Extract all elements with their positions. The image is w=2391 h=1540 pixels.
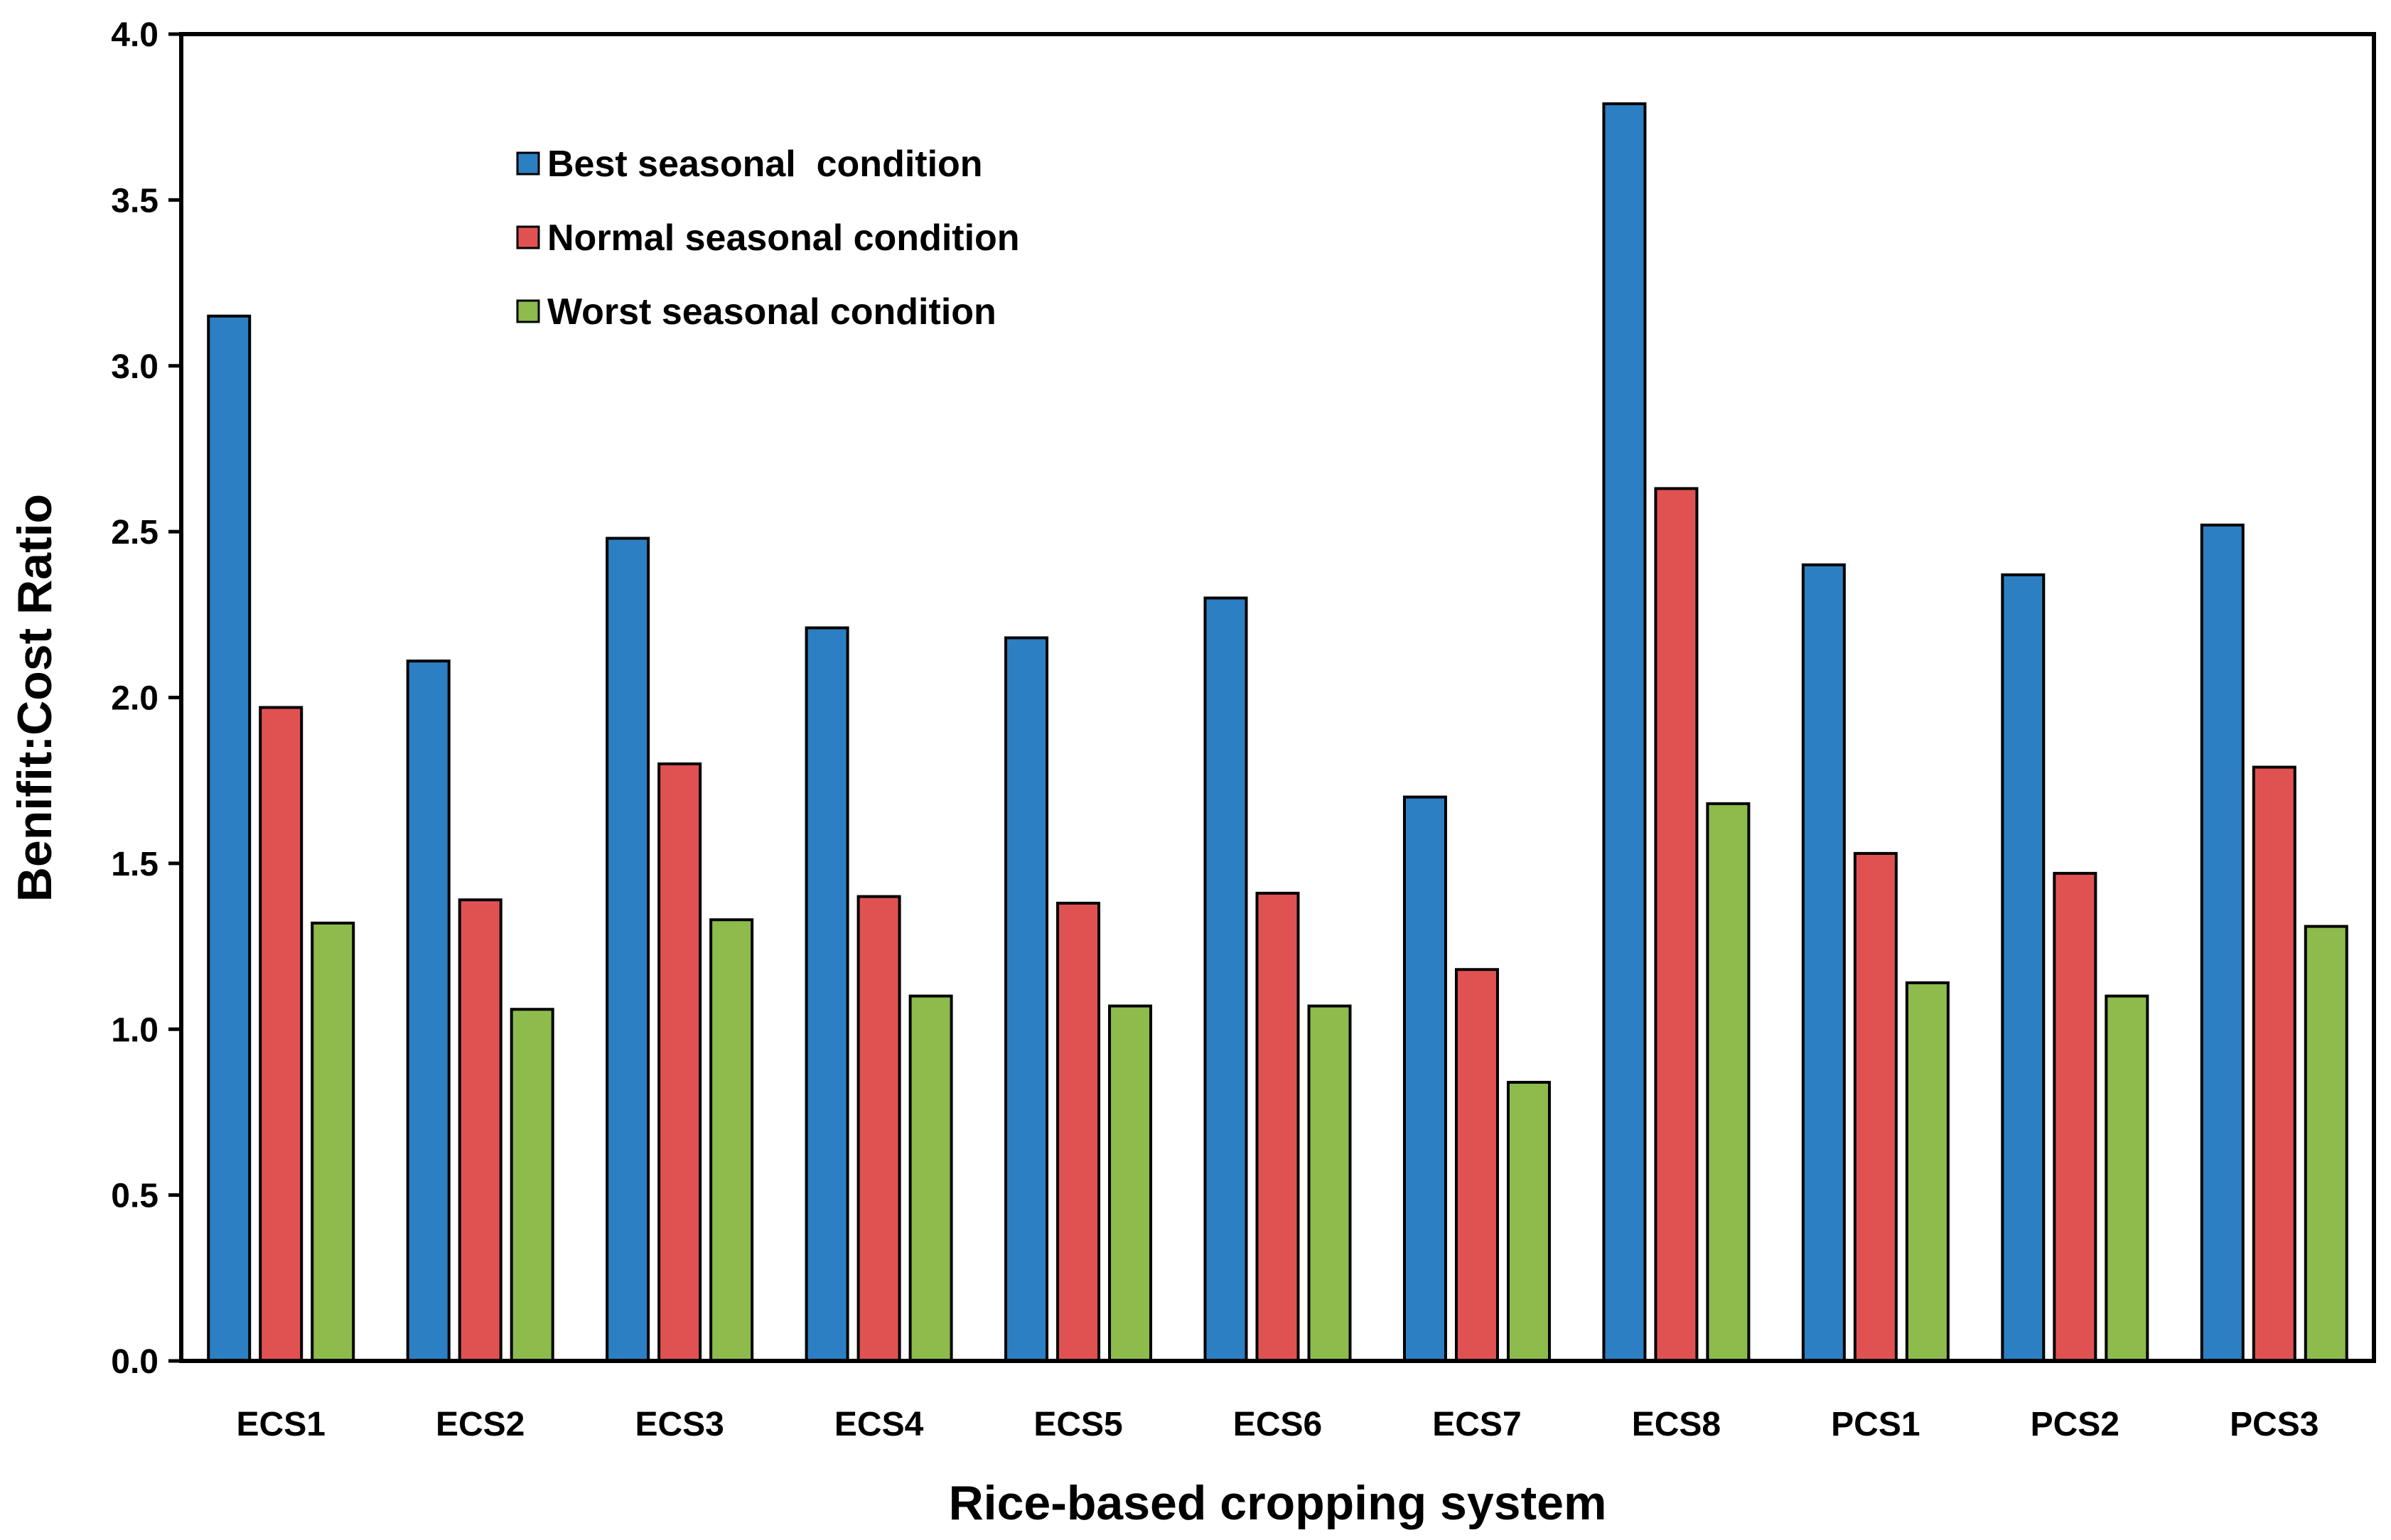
bar-ecs2-series-1 <box>406 659 451 1362</box>
y-tick-label: 2.5 <box>111 514 158 551</box>
bar-ecs7-series-2 <box>1454 968 1499 1362</box>
bar-ecs7-series-1 <box>1402 795 1447 1362</box>
x-tick-label: ECS3 <box>635 1406 724 1443</box>
bar-pcs1-series-3 <box>1905 981 1950 1362</box>
bar-pcs3-series-3 <box>2304 925 2348 1362</box>
bar-ecs8-series-2 <box>1654 487 1699 1362</box>
bar-pcs3-series-2 <box>2252 765 2296 1362</box>
y-tick-label: 1.5 <box>111 846 158 883</box>
x-tick-label: PCS2 <box>2031 1406 2119 1443</box>
y-tick-label: 0.0 <box>111 1343 158 1381</box>
bar-ecs4-series-1 <box>805 626 849 1362</box>
bar-ecs2-series-3 <box>510 1008 554 1362</box>
bar-ecs6-series-2 <box>1255 891 1300 1362</box>
bar-ecs4-series-2 <box>856 895 901 1363</box>
x-tick-label: ECS1 <box>237 1406 326 1443</box>
y-tick-label: 1.0 <box>111 1011 158 1049</box>
bar-ecs5-series-2 <box>1056 901 1101 1362</box>
legend-swatch <box>516 225 540 249</box>
y-tick-label: 4.0 <box>111 16 158 54</box>
bar-ecs5-series-1 <box>1004 636 1049 1362</box>
bar-ecs7-series-3 <box>1506 1080 1551 1363</box>
y-axis-title: Benifit:Cost Ratio <box>8 494 62 902</box>
legend-label: Normal seasonal condition <box>547 217 1020 259</box>
x-axis-title: Rice-based cropping system <box>949 1476 1607 1530</box>
bar-pcs2-series-3 <box>2105 994 2149 1362</box>
y-tick-label: 2.0 <box>111 680 158 718</box>
bar-ecs6-series-3 <box>1307 1004 1352 1362</box>
bar-pcs3-series-1 <box>2200 523 2245 1362</box>
x-tick-label: PCS3 <box>2230 1406 2319 1443</box>
bar-ecs4-series-3 <box>908 994 953 1362</box>
bar-ecs3-series-1 <box>606 537 650 1363</box>
bar-ecs5-series-3 <box>1108 1004 1153 1362</box>
y-axis: 0.0 0.5 1.0 1.5 2.0 2.5 3.0 3.5 4.0 <box>111 16 181 1381</box>
y-tick-label: 3.5 <box>111 182 158 220</box>
bar-pcs2-series-2 <box>2053 871 2097 1362</box>
bars-layer <box>207 102 2348 1363</box>
bar-ecs1-series-3 <box>311 921 355 1362</box>
y-tick-label: 0.5 <box>111 1178 158 1215</box>
bar-ecs8-series-3 <box>1706 802 1751 1362</box>
x-axis: ECS1 ECS2 ECS3 ECS4 ECS5 ECS6 ECS7 ECS8 PCS1 PCS2… <box>237 1406 2319 1443</box>
bar-pcs1-series-2 <box>1853 851 1898 1363</box>
bar-pcs1-series-1 <box>1801 563 1846 1362</box>
legend-label: Best seasonal condition <box>547 144 983 185</box>
legend-swatch <box>516 151 540 176</box>
bar-ecs1-series-2 <box>259 706 303 1362</box>
x-tick-label: PCS1 <box>1831 1406 1920 1443</box>
x-tick-label: ECS5 <box>1033 1406 1122 1443</box>
x-tick-label: ECS4 <box>834 1406 924 1443</box>
legend-label: Worst seasonal condition <box>547 291 996 333</box>
bar-ecs2-series-2 <box>458 898 503 1362</box>
x-tick-label: ECS8 <box>1632 1406 1721 1443</box>
bar-pcs2-series-1 <box>2001 573 2046 1362</box>
bar-ecs3-series-3 <box>709 918 754 1363</box>
x-tick-label: ECS2 <box>436 1406 525 1443</box>
bar-ecs8-series-1 <box>1602 102 1647 1363</box>
x-tick-label: ECS7 <box>1432 1406 1521 1443</box>
x-tick-label: ECS6 <box>1233 1406 1322 1443</box>
legend: Best seasonal condition Normal seasonal c… <box>516 144 1020 333</box>
y-tick-label: 3.0 <box>111 348 158 386</box>
bar-ecs3-series-2 <box>657 762 702 1362</box>
bar-ecs1-series-1 <box>207 314 252 1362</box>
bar-ecs6-series-1 <box>1203 596 1248 1362</box>
legend-swatch <box>516 299 540 323</box>
